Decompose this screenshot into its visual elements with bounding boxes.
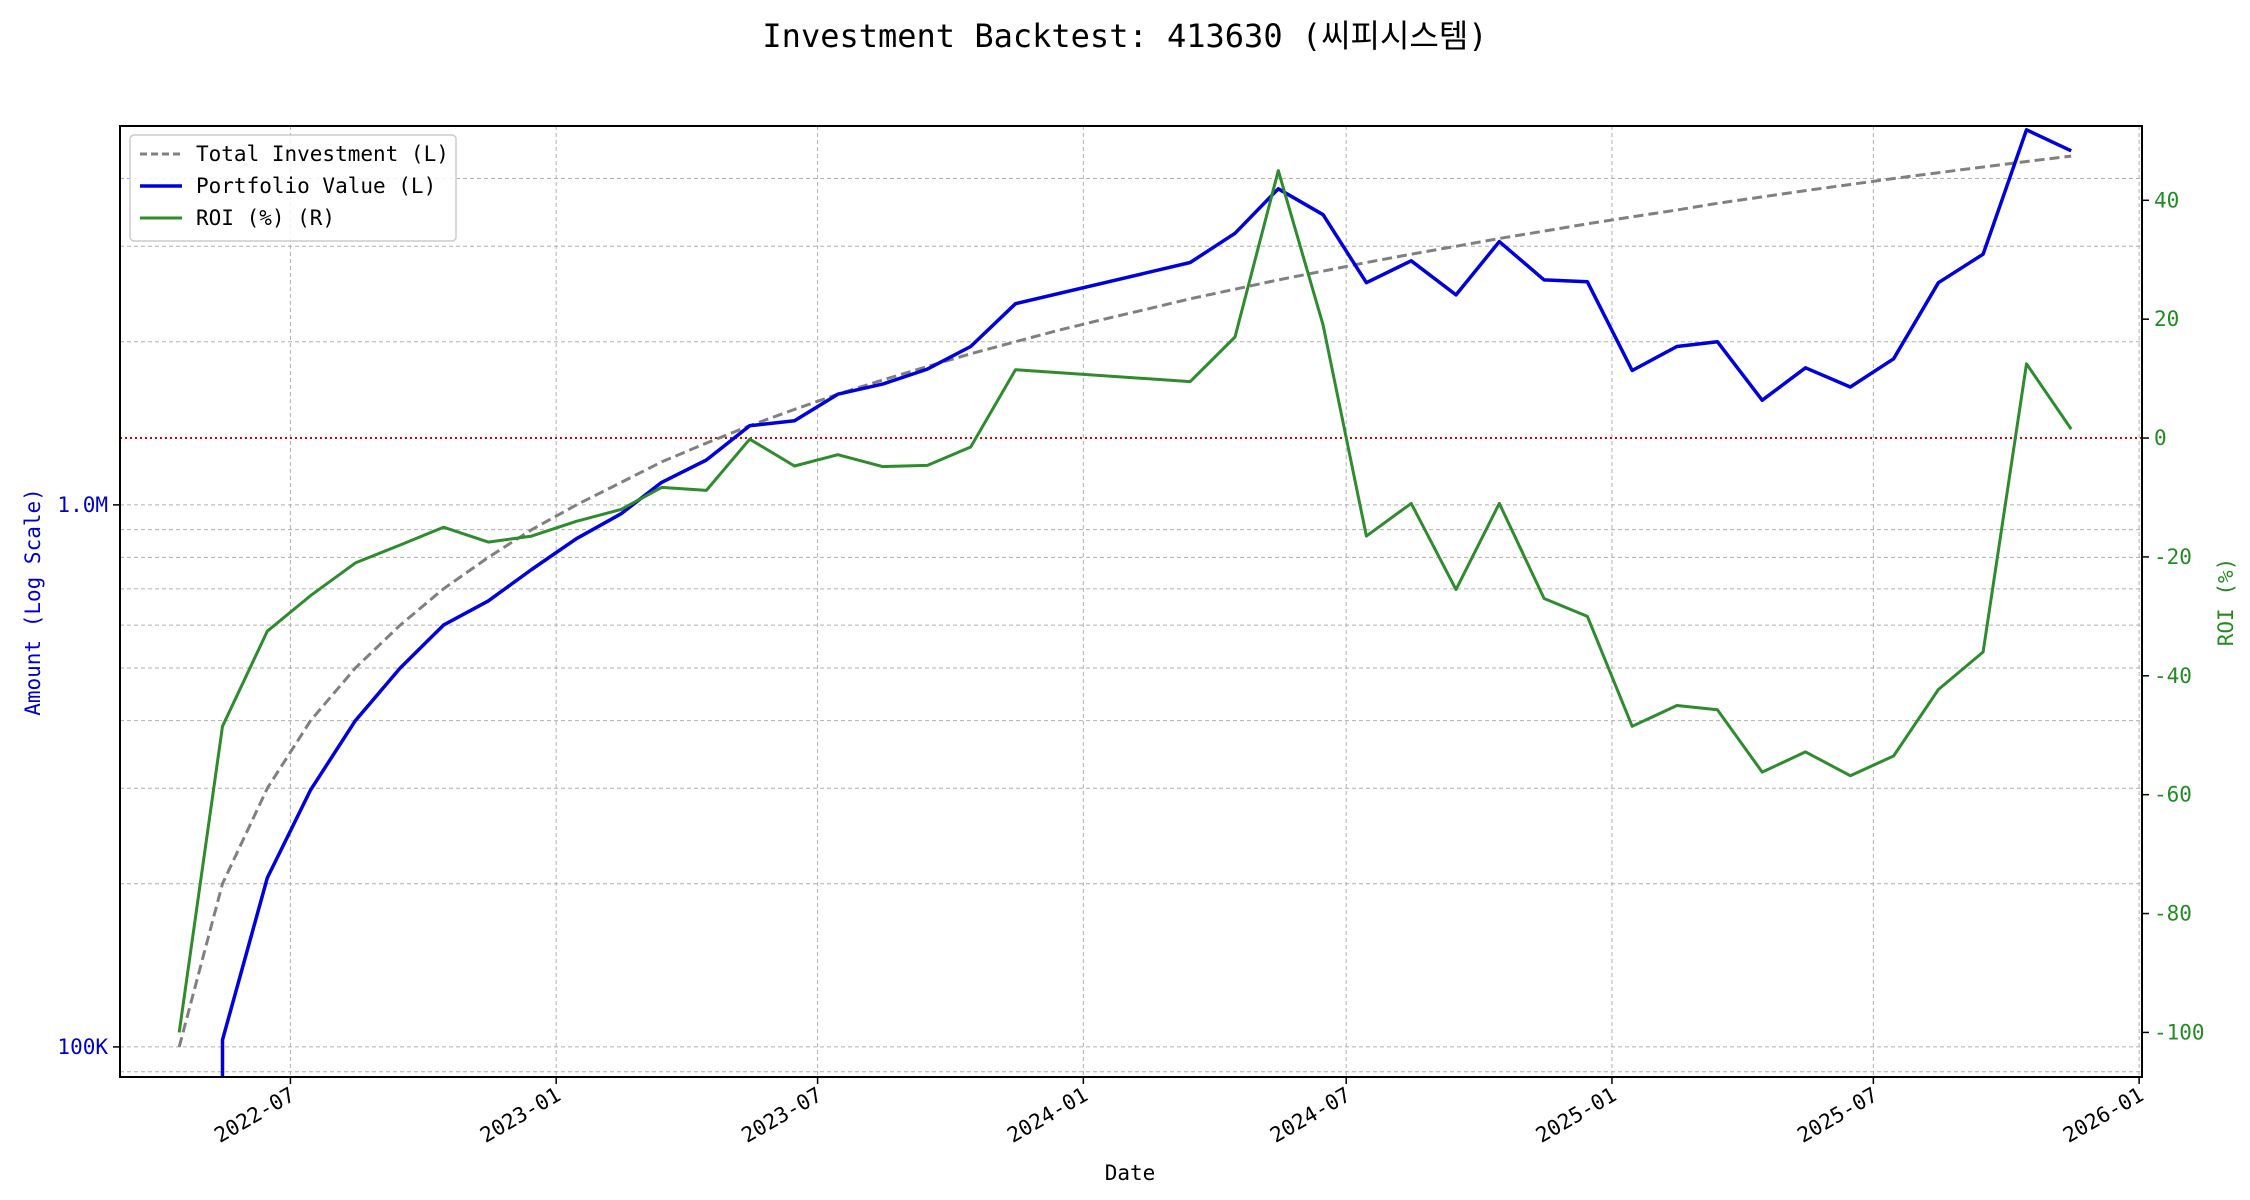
right-tick-label: -100 xyxy=(2154,1020,2205,1044)
x-tick-label: 2023-07 xyxy=(737,1083,826,1148)
right-axis-label: ROI (%) xyxy=(2214,558,2238,647)
portfolio-value-line xyxy=(220,128,2072,1077)
x-tick-label: 2024-07 xyxy=(1266,1083,1355,1148)
left-tick-label: 100K xyxy=(57,1035,108,1059)
right-tick-label: 40 xyxy=(2154,188,2179,212)
legend-label: ROI (%) (R) xyxy=(196,206,335,230)
legend-label: Total Investment (L) xyxy=(196,142,449,166)
x-tick-label: 2022-07 xyxy=(210,1083,299,1148)
x-axis-label: Date xyxy=(1105,1161,1156,1185)
plot-frame xyxy=(119,125,2143,1078)
legend: Total Investment (L) Portfolio Value (L) R… xyxy=(129,134,457,242)
left-axis-ticks: 100K 1.0M xyxy=(57,493,120,1059)
x-tick-label: 2024-01 xyxy=(1003,1083,1092,1148)
right-tick-label: 0 xyxy=(2154,426,2167,450)
right-axis-ticks: -100 -80 -60 -40 -20 0 20 40 xyxy=(2142,188,2205,1044)
x-axis-ticks: 2022-07 2023-01 2023-07 2024-01 2024-07 2025-… xyxy=(210,1077,2148,1148)
x-tick-label: 2023-01 xyxy=(476,1083,565,1148)
series-layer xyxy=(177,128,2073,1077)
x-tick-label: 2025-07 xyxy=(1793,1083,1882,1148)
right-tick-label: 20 xyxy=(2154,307,2179,331)
right-tick-label: -20 xyxy=(2154,545,2192,569)
right-tick-label: -60 xyxy=(2154,783,2192,807)
right-tick-label: -40 xyxy=(2154,664,2192,688)
legend-label: Portfolio Value (L) xyxy=(196,174,436,198)
x-tick-label: 2026-01 xyxy=(2059,1083,2148,1148)
roi-line xyxy=(177,169,2073,1033)
left-tick-label: 1.0M xyxy=(57,493,108,517)
right-tick-label: -80 xyxy=(2154,902,2192,926)
total-investment-line xyxy=(177,154,2072,1048)
grid-lines xyxy=(120,125,2142,1077)
chart-title: Investment Backtest: 413630 (씨피시스템) xyxy=(762,17,1487,55)
legend-box xyxy=(129,134,457,242)
x-tick-label: 2025-01 xyxy=(1532,1083,1621,1148)
left-axis-label: Amount (Log Scale) xyxy=(21,488,45,716)
